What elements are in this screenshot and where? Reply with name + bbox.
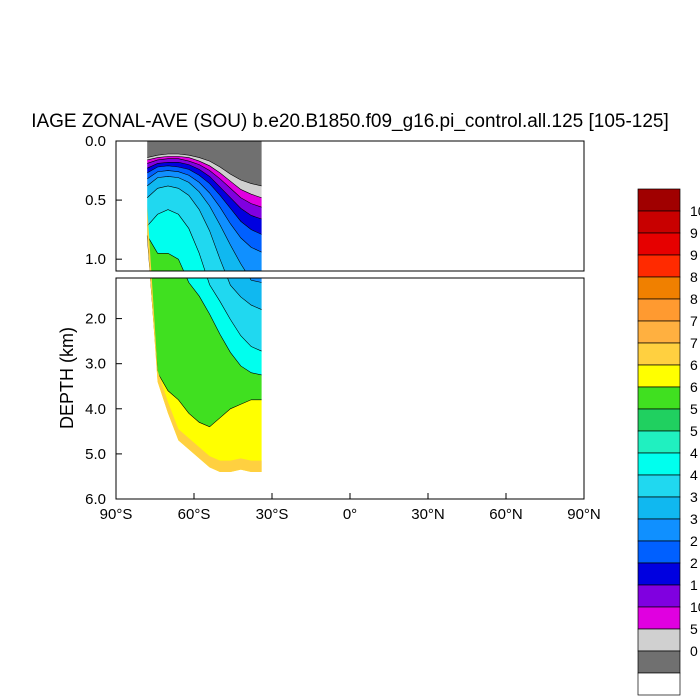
- y-tick-label: 6.0: [85, 491, 106, 508]
- x-tick-label: 0°: [343, 506, 357, 523]
- colorbar-swatch: [637, 518, 681, 542]
- lower-band-9: [186, 278, 262, 375]
- colorbar-swatch: [637, 298, 681, 322]
- y-tick-label: 4.0: [85, 401, 106, 418]
- upper-band-5: [147, 165, 262, 253]
- upper-contour-6: [147, 176, 246, 271]
- upper-band-8: [147, 185, 225, 271]
- colorbar-swatch: [637, 254, 681, 278]
- x-tick-label: 30°N: [411, 506, 445, 523]
- x-tick-label: 90°S: [100, 506, 133, 523]
- colorbar-swatch: [637, 210, 681, 234]
- colorbar-swatch: [637, 320, 681, 344]
- colorbar-swatch: [637, 606, 681, 630]
- lower-contour-7: [227, 278, 262, 310]
- upper-band-4: [147, 162, 262, 235]
- upper-band-7: [147, 176, 246, 271]
- lower-contour-10: [150, 278, 262, 428]
- colorbar-label: 4: [690, 445, 698, 461]
- lower-band-7: [227, 278, 262, 310]
- colorbar-label: 8: [690, 269, 698, 285]
- colorbar-label: 6: [690, 379, 698, 395]
- lower-band-10: [150, 278, 262, 427]
- colorbar-label: 7: [690, 313, 698, 329]
- colorbar-label: 5: [690, 423, 698, 439]
- x-tick-label: 90°N: [567, 506, 601, 523]
- colorbar-swatch: [637, 650, 681, 674]
- upper-contour-9: [146, 235, 184, 271]
- lower-band-6: [249, 278, 262, 283]
- upper-band-0: [147, 141, 262, 186]
- colorbar-label: 6: [690, 357, 698, 373]
- colorbar-label: 9: [690, 225, 698, 241]
- upper-contour-8: [146, 209, 206, 271]
- upper-contour-5: [147, 170, 262, 253]
- colorbar-swatch: [637, 496, 681, 520]
- lower-contour-8: [207, 278, 262, 352]
- colorbar-swatch: [637, 562, 681, 586]
- colorbar-swatch: [637, 540, 681, 564]
- colorbar-label: 2: [690, 555, 698, 571]
- x-tick-label: 30°S: [256, 506, 289, 523]
- y-axis-label: DEPTH (km): [57, 327, 77, 429]
- upper-contour-2: [147, 158, 262, 208]
- colorbar-swatch: [637, 386, 681, 410]
- colorbar-swatch: [637, 584, 681, 608]
- lower-contour-9: [186, 278, 262, 376]
- y-tick-label: 0.0: [85, 133, 106, 150]
- upper-contour-1: [147, 156, 262, 199]
- colorbar-swatch: [637, 408, 681, 432]
- colorbar-label: 3: [690, 489, 698, 505]
- colorbar-swatch: [637, 364, 681, 388]
- colorbar-swatch: [637, 474, 681, 498]
- upper-band-3: [147, 158, 262, 219]
- upper-contour-0: [147, 153, 262, 187]
- colorbar-swatch: [637, 452, 681, 476]
- upper-contour-7: [146, 185, 226, 271]
- colorbar-label: 9: [690, 247, 698, 263]
- upper-band-2: [147, 156, 262, 208]
- colorbar-label: 4: [690, 467, 698, 483]
- colorbar-swatch: [637, 672, 681, 696]
- upper-frame: [115, 140, 585, 272]
- colorbar-label: 10: [690, 203, 700, 219]
- colorbar-swatch: [637, 276, 681, 300]
- upper-band-6: [147, 170, 262, 271]
- colorbar-swatch: [637, 628, 681, 652]
- y-tick-label: 2.0: [85, 311, 106, 328]
- upper-panel: 0.0 0.5 1.0: [85, 133, 585, 272]
- colorbar-label: 7: [690, 335, 698, 351]
- colorbar-swatch: [637, 430, 681, 454]
- upper-contour-4: [147, 165, 262, 235]
- lower-panel: 2.0 3.0 4.0 5.0 6.090°S 60°S 30°S 0° 30°N 60°N 90°…: [85, 277, 601, 523]
- y-tick-label: 1.0: [85, 251, 106, 268]
- upper-contour-3: [147, 161, 262, 220]
- x-tick-label: 60°S: [178, 506, 211, 523]
- colorbar: 10 9 9 8 8 7 7 6 6 5 5 4 4 3 3 2 2 1 10 5 0: [637, 188, 700, 696]
- colorbar-swatch: [637, 188, 681, 212]
- y-tick-label: 3.0: [85, 356, 106, 373]
- colorbar-label: 3: [690, 511, 698, 527]
- lower-band-11: [150, 278, 262, 472]
- y-tick-label: 5.0: [85, 446, 106, 463]
- upper-band-1: [147, 154, 262, 198]
- y-tick-label: 0.5: [85, 192, 106, 209]
- colorbar-label: 1: [690, 577, 698, 593]
- lower-band-8: [207, 278, 262, 352]
- colorbar-label: 8: [690, 291, 698, 307]
- colorbar-label: 2: [690, 533, 698, 549]
- x-tick-label: 60°N: [489, 506, 523, 523]
- upper-band-9: [147, 209, 206, 271]
- chart-title: IAGE ZONAL-AVE (SOU) b.e20.B1850.f09_g16…: [31, 111, 669, 132]
- colorbar-swatch: [637, 342, 681, 366]
- colorbar-label: 5: [690, 401, 698, 417]
- colorbar-label: 10: [690, 599, 700, 615]
- colorbar-label: 5: [690, 621, 698, 637]
- colorbar-swatch: [637, 232, 681, 256]
- upper-deep-patch: [147, 206, 152, 271]
- colorbar-label: 0: [690, 643, 698, 659]
